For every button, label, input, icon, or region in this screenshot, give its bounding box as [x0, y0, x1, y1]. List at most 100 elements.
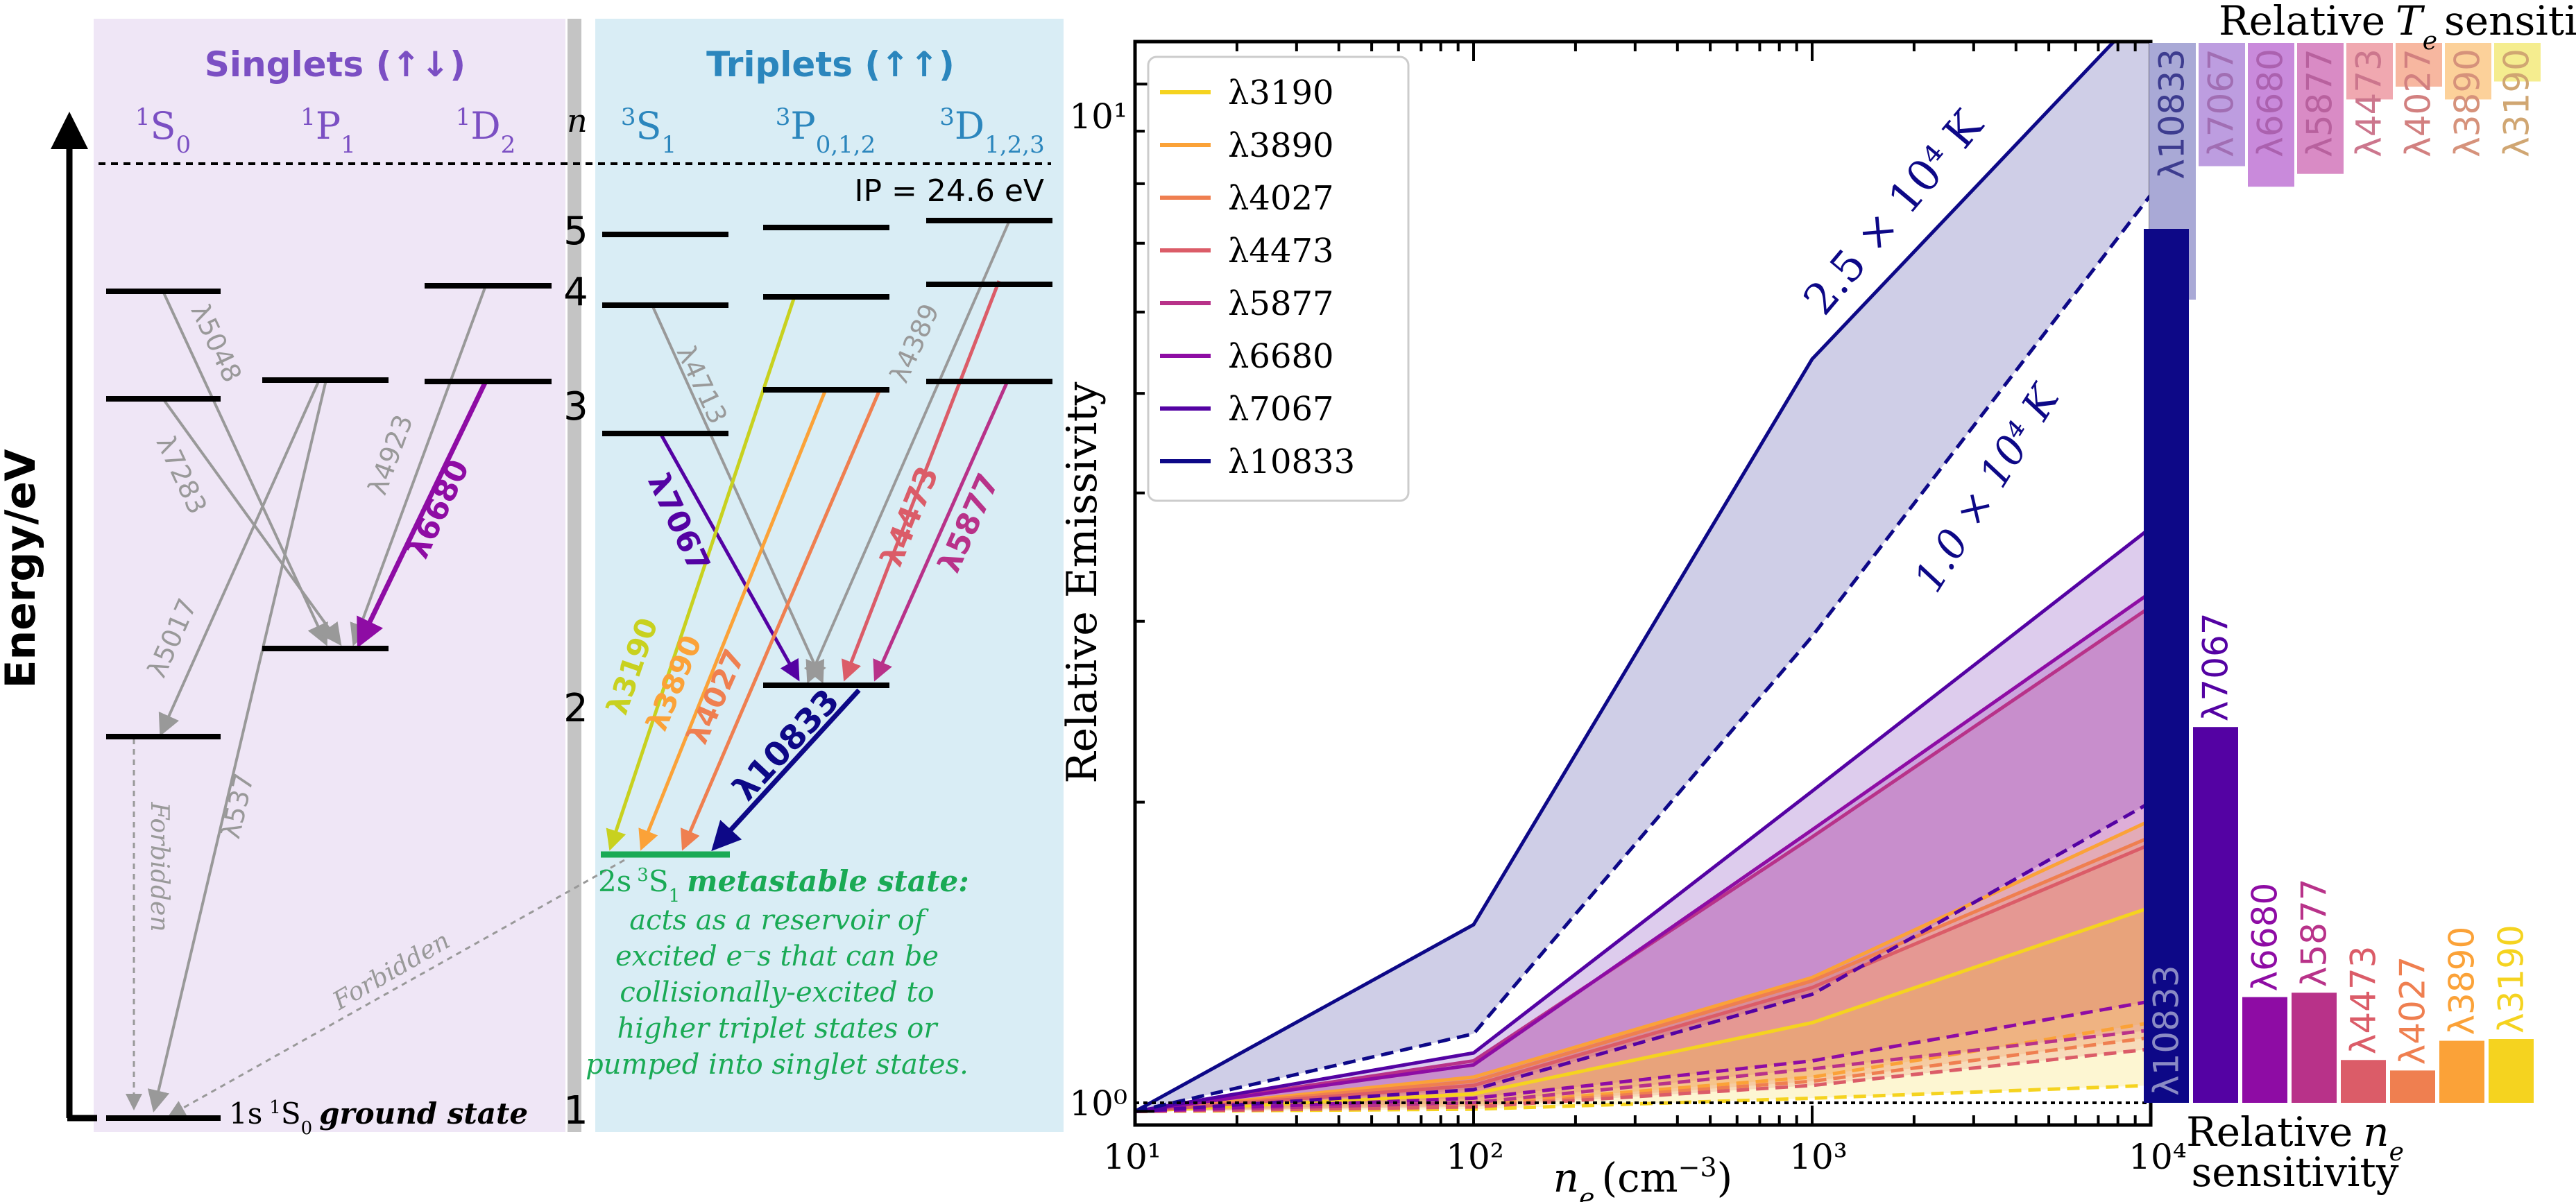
x-tick-10: 10¹	[1103, 1137, 1161, 1177]
arrow-6680	[357, 380, 488, 649]
y-axis-label: Relative Emissivity	[1058, 381, 1107, 783]
arrow-4389	[805, 220, 1011, 684]
triplets-header: Triplets (↑↑)	[706, 44, 955, 85]
grotrian-diagram: Energy/eV Singlets (↑↓) Triplets (↑↑) n …	[0, 19, 1064, 1139]
emissivity-chart: 10¹ 10² 10³ 10⁴ 10⁰ 10¹ ne (cm−3) Relativ…	[1058, 40, 2187, 1202]
ne-bar-label-3190: λ3190	[2491, 925, 2532, 1033]
band-6680	[1135, 592, 2151, 1112]
arrow-4027	[681, 389, 882, 851]
legend-label-10833: λ10833	[1228, 443, 1355, 481]
line-lo-4027	[1135, 1036, 2151, 1113]
metastable-note-5: pumped into singlet states.	[586, 1049, 969, 1081]
te-bar-4473	[2346, 43, 2393, 100]
arrow-5017	[158, 379, 321, 737]
ground-state-label: 1s 1S0 ground state	[229, 1097, 528, 1139]
ne-bar-label-3890: λ3890	[2442, 927, 2482, 1036]
x-tick-10000: 10⁴	[2129, 1137, 2187, 1177]
term-1S0: 1S0	[135, 103, 191, 159]
arrow-3890	[638, 389, 828, 851]
te-bar-label-4473: λ4473	[2349, 49, 2389, 157]
legend-label-6680: λ6680	[1228, 337, 1334, 376]
ne-bar-label-5877: λ5877	[2294, 878, 2335, 987]
te-bar-5877	[2297, 43, 2344, 174]
te-bar-3190	[2494, 43, 2541, 82]
chart-lines	[1135, 42, 2151, 1113]
line-hi-4473	[1135, 842, 2151, 1113]
triplet-gray-arrows	[651, 220, 1011, 684]
x-tick-1000: 10³	[1789, 1137, 1848, 1177]
ne-bar-3190	[2489, 1039, 2534, 1103]
y-tick-10: 10¹	[1069, 96, 1127, 137]
n-header: n	[567, 102, 588, 139]
energy-axis-label: Energy/eV	[0, 449, 45, 689]
legend-label-3190: λ3190	[1228, 74, 1334, 112]
ne-bar-label-10833: λ10833	[2147, 965, 2187, 1096]
band-10833	[1135, 42, 2151, 1112]
arrow-forbidden-metastable	[168, 859, 625, 1117]
n-label-3: 3	[563, 384, 588, 429]
ne-bar-6680	[2242, 997, 2287, 1103]
metastable-heading: 2s 3S1 metastable state:	[598, 864, 969, 907]
line-lo-5877	[1135, 1028, 2151, 1113]
te-bar-label-3890: λ3890	[2448, 49, 2488, 157]
n-label-5: 5	[563, 209, 588, 254]
ne-bar-label-4473: λ4473	[2344, 945, 2384, 1054]
metastable-note-2: excited e⁻s that can be	[615, 941, 939, 972]
triplets-panel	[595, 19, 1064, 1132]
legend-box	[1147, 55, 1410, 502]
arrow-10833	[711, 688, 861, 852]
te-sensitivity-title: RelativeTesensitivity	[2219, 0, 2576, 55]
te-bar-label-3190: λ3190	[2497, 49, 2537, 157]
te-sensitivity-bars: λ10833 λ7067 λ6680 λ5877 λ4473 λ4027 λ3890 λ319…	[2149, 43, 2541, 300]
te-bar-label-6680: λ6680	[2251, 49, 2291, 157]
metastable-note-4: higher triplet states or	[617, 1013, 939, 1045]
separator-bar	[568, 19, 581, 1132]
arrow-4473	[842, 280, 1001, 682]
x-axis-label: ne (cm−3)	[1553, 1152, 1733, 1202]
n-label-4: 4	[563, 270, 588, 315]
legend-label-7067: λ7067	[1228, 390, 1334, 429]
line-lo-6680	[1135, 999, 2151, 1113]
term-1D2: 1D2	[456, 103, 516, 159]
line-hi-10833	[1135, 42, 2117, 1113]
line-hi-7067	[1135, 526, 2151, 1113]
band-5877	[1135, 606, 2151, 1112]
te-bar-label-10833: λ10833	[2152, 49, 2192, 180]
legend-label-4473: λ4473	[1228, 232, 1334, 271]
legend: λ3190 λ3890 λ4027 λ4473 λ5877 λ6680 λ7067 λ1083…	[1160, 74, 1355, 481]
ne-bar-10833	[2144, 229, 2189, 1103]
arrow-537	[147, 379, 327, 1113]
ionization-label: IP = 24.6 eV	[855, 173, 1044, 209]
line-hi-4027	[1135, 835, 2151, 1113]
te-bar-6680	[2248, 43, 2294, 187]
line-lo-10833	[1135, 194, 2151, 1113]
te-bar-7067	[2199, 43, 2245, 166]
ne-bar-3890	[2439, 1040, 2484, 1103]
term-1P1: 1P1	[300, 103, 356, 159]
legend-label-3890: λ3890	[1228, 126, 1334, 165]
ne-bar-label-7067: λ7067	[2196, 612, 2236, 721]
arrow-7283	[162, 397, 342, 646]
te-bar-label-5877: λ5877	[2300, 49, 2340, 157]
arrow-4713	[651, 304, 825, 684]
line-lo-3890	[1135, 1021, 2151, 1113]
ne-bar-4473	[2341, 1060, 2386, 1103]
ne-sensitivity-title-line1: Relative ne	[2186, 1108, 2404, 1167]
te-bar-label-7067: λ7067	[2201, 49, 2242, 157]
te-bar-4027	[2396, 43, 2442, 87]
label-forbidden-singlet: Forbidden	[145, 801, 173, 931]
metastable-note-1: acts as a reservoir of	[629, 904, 929, 936]
singlets-header: Singlets (↑↓)	[205, 44, 466, 85]
legend-label-4027: λ4027	[1228, 179, 1334, 218]
band-3890	[1135, 820, 2151, 1112]
ne-bar-4027	[2390, 1070, 2435, 1103]
ne-sensitivity-title-line2: sensitivity	[2191, 1149, 2398, 1196]
term-3P012: 3P0,1,2	[776, 103, 876, 159]
band-7067	[1135, 527, 2151, 1112]
singlet-levels	[106, 283, 552, 1121]
line-lo-7067	[1135, 800, 2151, 1113]
arrow-5877	[873, 380, 1009, 682]
ne-bar-label-4027: λ4027	[2393, 956, 2433, 1065]
